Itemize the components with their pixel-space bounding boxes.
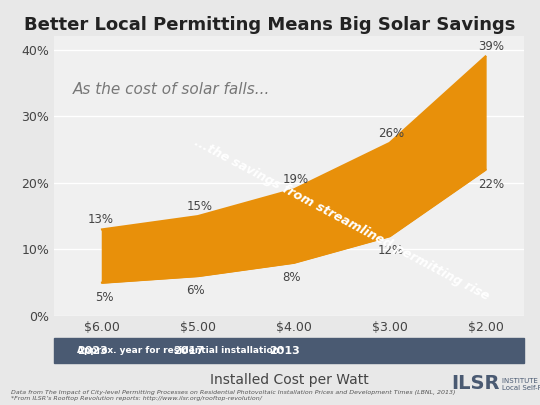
Text: ...the savings from streamlined permitting rise: ...the savings from streamlined permitti… [192, 136, 491, 303]
Text: 2023: 2023 [77, 346, 107, 356]
Text: 5%: 5% [95, 291, 113, 304]
Text: INSTITUTE FOR
Local Self-Reliance: INSTITUTE FOR Local Self-Reliance [502, 378, 540, 391]
X-axis label: Installed Cost per Watt: Installed Cost per Watt [210, 373, 368, 387]
Text: 6%: 6% [186, 284, 205, 297]
Bar [54, 338, 524, 363]
Text: As the cost of solar falls...: As the cost of solar falls... [73, 82, 271, 97]
Text: 22%: 22% [478, 177, 504, 190]
Text: 2017: 2017 [173, 346, 204, 356]
Text: 26%: 26% [378, 127, 404, 140]
Text: 39%: 39% [478, 40, 504, 53]
Text: Approx. year for residential installation*: Approx. year for residential installatio… [78, 346, 285, 355]
Text: Data from The Impact of City-level Permitting Processes on Residential Photovolt: Data from The Impact of City-level Permi… [11, 390, 455, 395]
Text: 12%: 12% [378, 244, 404, 257]
Text: 2013: 2013 [269, 346, 300, 356]
Text: ILSR: ILSR [451, 374, 500, 393]
Text: 8%: 8% [282, 271, 301, 284]
Text: *From ILSR’s Rooftop Revolution reports: http://www.ilsr.org/rooftop-revolution/: *From ILSR’s Rooftop Revolution reports:… [11, 396, 262, 401]
Text: Better Local Permitting Means Big Solar Savings: Better Local Permitting Means Big Solar … [24, 16, 516, 34]
Text: 19%: 19% [282, 173, 308, 186]
Text: 15%: 15% [186, 200, 212, 213]
Text: 13%: 13% [87, 213, 113, 226]
